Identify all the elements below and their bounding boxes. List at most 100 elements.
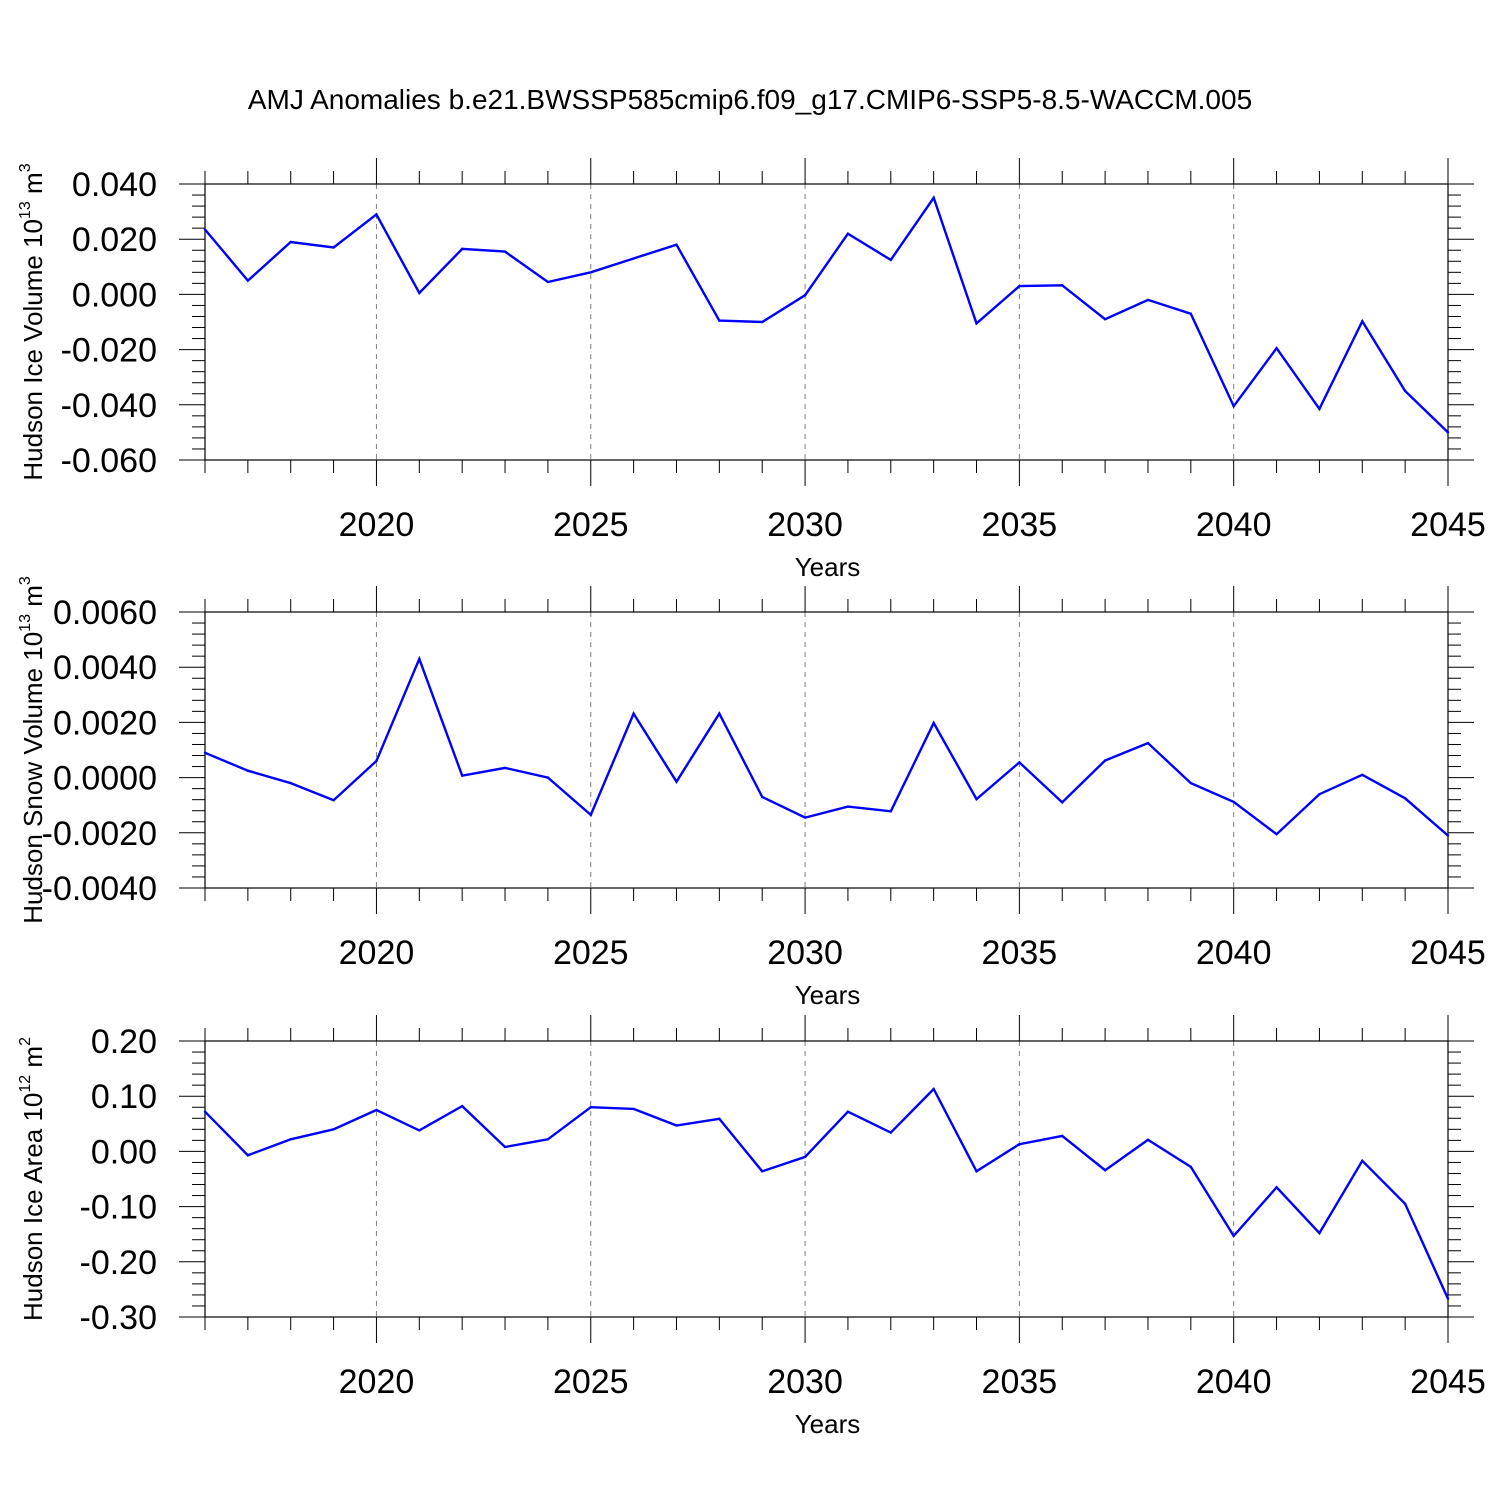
data-point xyxy=(1061,801,1064,804)
x-tick-label: 2025 xyxy=(553,1363,629,1401)
data-point xyxy=(332,1128,335,1131)
data-point xyxy=(546,776,550,779)
data-point xyxy=(375,759,378,763)
x-tick-label: 2045 xyxy=(1410,506,1486,544)
data-point xyxy=(546,1138,550,1141)
chart-panel-3: 2020 2025 2030 2035 2040 2045 Years 0.20 0.10 0.0… xyxy=(17,1015,1486,1439)
data-point xyxy=(889,258,892,262)
data-point xyxy=(1446,834,1450,837)
data-point xyxy=(632,1107,635,1111)
data-point xyxy=(803,1155,807,1159)
series-line xyxy=(204,655,1449,837)
x-tick-label: 2030 xyxy=(767,1363,843,1401)
x-tick-label: 2045 xyxy=(1410,934,1486,972)
y-tick-label: 0.020 xyxy=(72,221,157,259)
data-point xyxy=(1361,319,1364,323)
x-axis-title: Years xyxy=(795,552,861,582)
data-point xyxy=(203,1110,207,1113)
data-point xyxy=(503,250,507,253)
chart-panel-2: 2020 2025 2030 2035 2040 2045 Years 0.0060 0.004… xyxy=(17,576,1486,1010)
data-point xyxy=(203,751,207,754)
data-point xyxy=(1318,407,1321,411)
data-point xyxy=(1446,431,1450,434)
data-point xyxy=(332,246,335,249)
data-point xyxy=(803,816,807,819)
x-tick-label: 2040 xyxy=(1196,506,1272,544)
data-point xyxy=(1018,1143,1021,1146)
x-tick-label: 2025 xyxy=(553,506,629,544)
x-tick-label: 2030 xyxy=(767,506,843,544)
data-point xyxy=(975,797,978,801)
data-point xyxy=(375,213,378,216)
data-point xyxy=(589,813,592,817)
data-point xyxy=(418,657,421,661)
data-point xyxy=(1146,1138,1150,1142)
data-point xyxy=(1232,1234,1235,1238)
data-point xyxy=(375,1108,378,1112)
y-tick-label: -0.20 xyxy=(80,1244,158,1282)
x-tick-label: 2040 xyxy=(1196,934,1272,972)
data-point xyxy=(846,1110,850,1113)
data-point xyxy=(846,805,850,808)
y-tick-label: 0.20 xyxy=(91,1023,157,1061)
data-point xyxy=(932,196,935,199)
data-point xyxy=(761,795,764,799)
y-tick-label: -0.0020 xyxy=(42,815,157,853)
data-point xyxy=(1061,284,1064,287)
data-point xyxy=(1146,298,1150,302)
y-tick-label: -0.040 xyxy=(61,387,157,425)
data-point xyxy=(675,243,678,246)
data-point xyxy=(1189,312,1193,315)
data-point xyxy=(718,1117,721,1121)
page-title: AMJ Anomalies b.e21.BWSSP585cmip6.f09_g1… xyxy=(247,84,1253,115)
data-point xyxy=(1403,797,1407,800)
data-point xyxy=(1275,347,1278,350)
x-tick-label: 2025 xyxy=(553,934,629,972)
y-tick-label: 0.0040 xyxy=(53,649,157,687)
data-point xyxy=(932,1087,935,1091)
y-tick-label: -0.30 xyxy=(80,1299,158,1337)
data-point xyxy=(1275,832,1278,836)
data-point xyxy=(632,712,635,715)
data-point xyxy=(589,1106,592,1109)
data-point xyxy=(1318,792,1321,796)
series-line xyxy=(204,195,1449,434)
data-point xyxy=(289,781,292,785)
x-tick-label: 2030 xyxy=(767,934,843,972)
x-axis-title: Years xyxy=(795,1409,861,1439)
data-point xyxy=(889,1131,892,1134)
y-tick-label: 0.0060 xyxy=(53,594,157,632)
y-tick-label: 0.10 xyxy=(91,1078,157,1116)
data-point xyxy=(246,769,250,772)
x-tick-label: 2035 xyxy=(982,934,1058,972)
x-tick-label: 2035 xyxy=(982,1363,1058,1401)
y-tick-label: -0.0040 xyxy=(42,870,157,908)
data-point xyxy=(203,228,207,231)
data-point xyxy=(1361,773,1364,777)
data-point xyxy=(1361,1159,1364,1162)
x-axis-title: Years xyxy=(795,980,861,1010)
y-tick-label: -0.020 xyxy=(61,332,157,370)
data-point xyxy=(1275,1186,1278,1189)
data-point xyxy=(418,291,421,295)
plot-frame xyxy=(204,1040,1449,1318)
y-tick-label: 0.0020 xyxy=(53,704,157,742)
data-point xyxy=(1318,1231,1321,1235)
data-point xyxy=(1403,1202,1407,1206)
data-point xyxy=(546,280,550,284)
data-point xyxy=(675,1124,678,1127)
x-tick-label: 2020 xyxy=(339,1363,415,1401)
data-point xyxy=(803,294,807,297)
data-point xyxy=(1103,759,1107,762)
data-point xyxy=(1103,318,1107,321)
data-point xyxy=(975,322,978,325)
data-point xyxy=(289,1138,292,1141)
data-point xyxy=(1189,1165,1193,1169)
data-point xyxy=(1446,1297,1450,1300)
y-axis-title: Hudson Ice Volume 1013 m3 xyxy=(17,163,48,480)
data-point xyxy=(718,712,721,715)
data-point xyxy=(932,721,935,725)
data-point xyxy=(1232,800,1235,804)
data-point xyxy=(589,271,592,274)
